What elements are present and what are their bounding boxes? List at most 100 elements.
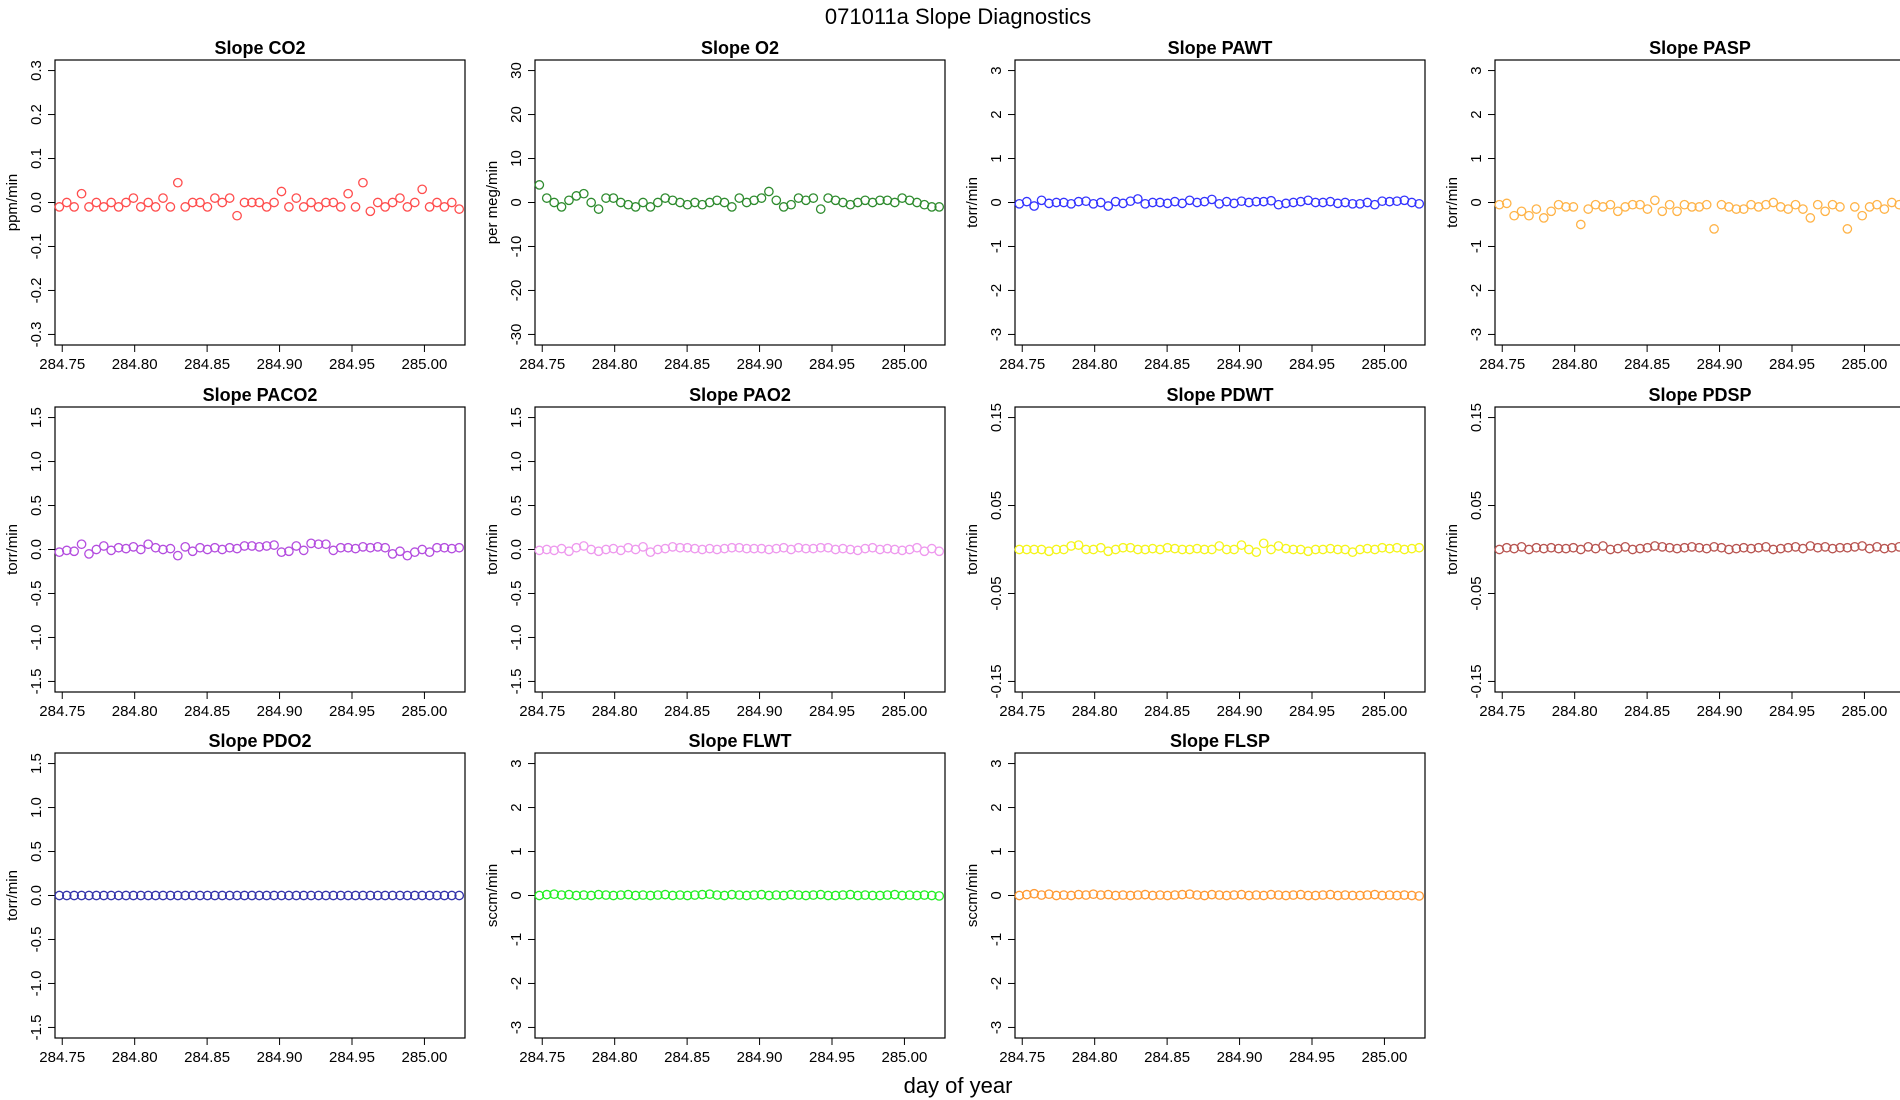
data-point	[704, 889, 715, 900]
x-tick-label: 285.00	[1841, 356, 1887, 373]
data-point	[276, 186, 287, 197]
x-tick-label: 284.95	[809, 1049, 855, 1066]
panel-title: Slope PAWT	[1168, 38, 1273, 58]
data-point	[1642, 204, 1653, 214]
y-axis-label: torr/min	[964, 177, 981, 228]
data-point	[904, 544, 915, 555]
y-tick-label: -2	[1468, 284, 1485, 297]
data-point	[261, 202, 272, 212]
x-tick-label: 284.85	[1144, 356, 1190, 373]
data-point	[875, 890, 885, 901]
data-point	[549, 197, 560, 208]
data-point	[1132, 544, 1143, 555]
data-point	[719, 543, 730, 554]
data-point	[1642, 542, 1653, 553]
y-axis-label: sccm/min	[484, 864, 501, 927]
data-point	[1229, 544, 1239, 555]
data-point	[1207, 889, 1217, 900]
data-point	[1192, 890, 1202, 900]
data-point	[623, 889, 634, 900]
data-point	[335, 890, 346, 901]
y-tick-label: -0.15	[1468, 664, 1485, 698]
data-point	[1355, 198, 1365, 209]
panel-title: Slope PDO2	[208, 731, 311, 751]
data-point	[1199, 544, 1210, 555]
data-point	[719, 197, 730, 208]
y-axis-label: torr/min	[4, 524, 21, 575]
data-point	[1318, 544, 1328, 555]
data-point	[1399, 544, 1410, 555]
data-point	[601, 193, 611, 203]
data-point	[1251, 890, 1262, 900]
x-tick-label: 284.90	[737, 703, 783, 720]
data-point	[1362, 890, 1373, 900]
data-point	[1147, 543, 1158, 554]
data-point	[1849, 542, 1860, 552]
x-tick-label: 285.00	[401, 1049, 447, 1066]
y-tick-label: -2	[988, 977, 1005, 990]
y-tick-label: -0.5	[28, 927, 45, 953]
data-point	[1568, 542, 1579, 553]
y-tick-label: 0.15	[988, 403, 1005, 432]
data-point	[571, 542, 582, 553]
data-point	[660, 889, 671, 900]
panel-slope-o2: Slope O2 284.75 284.80 284.85 284.90 284.95 28…	[484, 38, 946, 373]
data-point	[158, 193, 168, 203]
y-tick-label: 1.0	[508, 451, 525, 472]
data-point	[1384, 196, 1395, 207]
data-point	[358, 177, 368, 188]
data-point	[1842, 224, 1853, 234]
x-tick-label: 285.00	[881, 1049, 927, 1066]
data-point	[771, 195, 782, 206]
figure-title: 071011a Slope Diagnostics	[825, 4, 1091, 29]
data-point	[630, 202, 641, 212]
x-tick-label: 284.95	[809, 356, 855, 373]
data-point	[1783, 542, 1793, 553]
data-point	[1162, 890, 1173, 901]
data-point	[343, 188, 353, 199]
data-point	[358, 890, 368, 901]
y-tick-label: 0.5	[28, 841, 45, 862]
data-point	[756, 543, 767, 554]
data-point	[889, 197, 900, 208]
data-point	[165, 202, 176, 212]
data-point	[1649, 541, 1660, 551]
data-point	[84, 202, 94, 212]
data-point	[291, 890, 302, 901]
data-point	[1347, 198, 1358, 209]
data-point	[158, 544, 168, 555]
data-point	[645, 890, 656, 901]
y-axis-label: torr/min	[964, 524, 981, 575]
data-point	[187, 890, 198, 901]
data-point	[1044, 198, 1054, 209]
data-point	[608, 890, 619, 901]
data-point	[121, 197, 131, 208]
y-tick-label: 1	[988, 154, 1005, 162]
x-tick-label: 285.00	[881, 356, 927, 373]
data-point	[76, 539, 87, 550]
data-point	[269, 540, 279, 550]
y-tick-label: 0.0	[28, 539, 45, 560]
data-point	[135, 544, 146, 555]
data-point	[815, 542, 826, 553]
data-point	[675, 890, 685, 900]
data-point	[801, 890, 811, 901]
data-point	[541, 544, 552, 555]
data-point	[335, 202, 346, 212]
data-point	[372, 197, 383, 208]
data-point	[897, 890, 908, 901]
data-point	[867, 542, 878, 553]
data-point	[365, 542, 376, 553]
data-point	[919, 890, 930, 900]
data-point	[143, 890, 154, 901]
data-point	[239, 541, 250, 551]
y-axis-label: torr/min	[484, 524, 501, 575]
data-point	[1177, 889, 1188, 900]
data-point	[150, 202, 161, 212]
data-point	[1207, 194, 1217, 205]
data-point	[889, 544, 900, 555]
data-point	[446, 197, 457, 208]
data-point	[1273, 890, 1284, 900]
data-point	[1561, 202, 1571, 212]
data-point	[439, 202, 450, 212]
